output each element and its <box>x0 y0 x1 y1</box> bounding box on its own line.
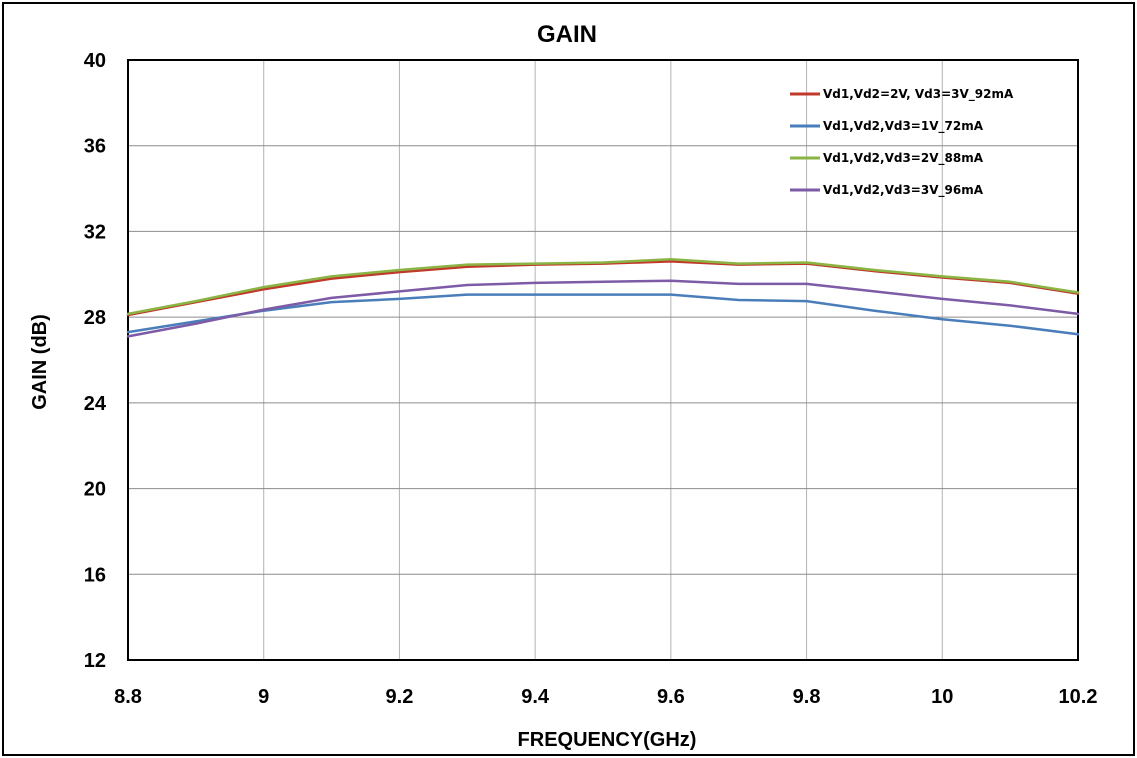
plot-area-border <box>127 59 1079 661</box>
series-line <box>126 293 1080 336</box>
y-tick-label: 32 <box>84 221 106 243</box>
grid <box>127 59 1079 661</box>
legend: Vd1,Vd2=2V, Vd3=3V_92mA Vd1,Vd2,Vd3=1V_72… <box>790 87 1014 198</box>
x-tick-label: 9 <box>258 686 269 708</box>
x-axis-label: FREQUENCY(GHz) <box>518 729 697 751</box>
series-line <box>126 279 1080 338</box>
x-tick-label: 10.2 <box>1059 686 1098 708</box>
y-tick-label: 24 <box>84 393 107 415</box>
x-tick-label: 9.6 <box>657 686 685 708</box>
y-tick-label: 20 <box>84 479 106 501</box>
series-lines <box>126 258 1080 338</box>
x-tick-label: 10 <box>931 686 953 708</box>
y-tick-label: 36 <box>84 136 106 158</box>
x-tick-label: 9.2 <box>386 686 414 708</box>
legend-label: Vd1,Vd2,Vd3=2V_88mA <box>823 151 984 166</box>
y-tick-label: 12 <box>84 650 106 672</box>
x-tick-label: 9.4 <box>521 686 550 708</box>
series-line <box>126 258 1080 316</box>
y-tick-label: 28 <box>84 307 106 329</box>
y-tick-label: 16 <box>84 564 106 586</box>
legend-label: Vd1,Vd2=2V, Vd3=3V_92mA <box>823 87 1014 102</box>
y-axis-label: GAIN (dB) <box>29 314 51 410</box>
x-tick-label: 9.8 <box>793 686 821 708</box>
x-tick-label: 8.8 <box>114 686 142 708</box>
legend-label: Vd1,Vd2,Vd3=3V_96mA <box>823 183 984 198</box>
series-line <box>126 260 1080 317</box>
gain-chart: Vd1,Vd2=2V, Vd3=3V_92mA Vd1,Vd2,Vd3=1V_72… <box>29 21 1097 751</box>
legend-label: Vd1,Vd2,Vd3=1V_72mA <box>823 119 984 134</box>
y-tick-label: 40 <box>84 50 106 72</box>
chart-title: GAIN <box>537 21 597 48</box>
chart-text: GAIN FREQUENCY(GHz) GAIN (dB) 8.8 9 9.2 9.4… <box>29 21 1097 751</box>
